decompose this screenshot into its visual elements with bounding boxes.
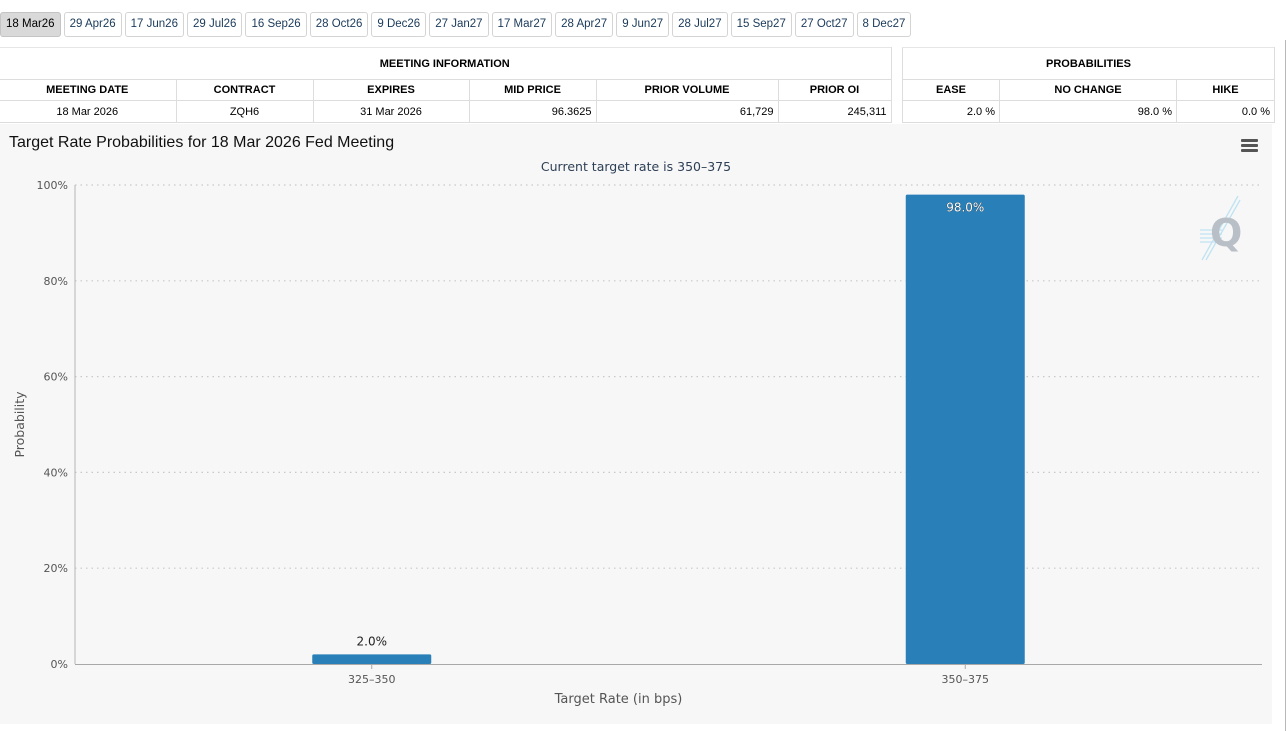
table-row: 2.0 % 98.0 % 0.0 %: [902, 100, 1276, 123]
ease-value: 2.0 %: [902, 100, 1000, 123]
tab-8-dec27[interactable]: 8 Dec27: [856, 12, 912, 37]
hamburger-menu-icon[interactable]: [1241, 139, 1258, 153]
x-tick-label: 350–375: [942, 673, 990, 686]
expires-value: 31 Mar 2026: [312, 100, 470, 123]
meeting-date-header: MEETING DATE: [0, 79, 177, 101]
y-tick-label: 80%: [44, 275, 68, 288]
svg-text:Q: Q: [1210, 211, 1242, 255]
target-rate-chart: 0% 20% 40% 60% 80% 100% 325–350 2.0% 350–375 98.0…: [0, 124, 1272, 724]
meeting-information-header: MEETING INFORMATION: [0, 47, 892, 80]
tab-9-jun27[interactable]: 9 Jun27: [616, 12, 670, 37]
probabilities-table: PROBABILITIES EASE NO CHANGE HIKE 2.0 % …: [901, 47, 1276, 123]
bar: [905, 194, 1025, 664]
tab-9-dec26[interactable]: 9 Dec26: [371, 12, 427, 37]
meeting-date-tabs: 18 Mar26 29 Apr26 17 Jun26 29 Jul26 16 Sep26…: [0, 12, 914, 37]
probabilities-header: PROBABILITIES: [901, 47, 1276, 80]
y-tick-label: 60%: [44, 371, 68, 384]
tab-18-mar26[interactable]: 18 Mar26: [0, 12, 61, 37]
hike-value: 0.0 %: [1175, 100, 1276, 123]
prior-oi-header: PRIOR OI: [777, 79, 892, 101]
y-tick-label: 100%: [37, 179, 68, 192]
mid-price-value: 96.3625: [468, 100, 597, 123]
mid-price-header: MID PRICE: [468, 79, 597, 101]
y-tick-label: 0%: [51, 658, 68, 671]
data-label: 98.0%: [946, 201, 984, 215]
y-tick-label: 20%: [44, 562, 68, 575]
container-border: [1285, 40, 1286, 731]
table-row: 18 Mar 2026 ZQH6 31 Mar 2026 96.3625 61,…: [0, 100, 892, 123]
meeting-information-table: MEETING INFORMATION MEETING DATE CONTRAC…: [0, 47, 892, 123]
chart-subtitle: Current target rate is 350–375: [540, 159, 732, 174]
tab-15-sep27[interactable]: 15 Sep27: [730, 12, 792, 37]
expires-header: EXPIRES: [312, 79, 470, 101]
y-tick-label: 40%: [44, 466, 68, 479]
prior-volume-value: 61,729: [595, 100, 779, 123]
chart-title: Target Rate Probabilities for 18 Mar 202…: [9, 134, 395, 151]
tab-28-oct26[interactable]: 28 Oct26: [309, 12, 369, 37]
x-axis-title: Target Rate (in bps): [554, 692, 683, 707]
prior-volume-header: PRIOR VOLUME: [595, 79, 779, 101]
tab-16-sep26[interactable]: 16 Sep26: [245, 12, 307, 37]
bar: [312, 654, 432, 664]
q-logo-icon: Q: [1200, 195, 1242, 261]
no-change-header: NO CHANGE: [999, 79, 1177, 101]
ease-header: EASE: [902, 79, 1000, 101]
tab-28-apr27[interactable]: 28 Apr27: [555, 12, 614, 37]
tab-17-jun26[interactable]: 17 Jun26: [124, 12, 184, 37]
tab-27-jan27[interactable]: 27 Jan27: [429, 12, 489, 37]
y-axis-title: Probability: [12, 391, 27, 458]
data-label: 2.0%: [357, 634, 388, 648]
contract-header: CONTRACT: [175, 79, 314, 101]
x-tick-label: 325–350: [348, 673, 396, 686]
tab-29-apr26[interactable]: 29 Apr26: [63, 12, 122, 37]
chart-canvas: 0% 20% 40% 60% 80% 100% 325–350 2.0% 350–375 98.0…: [12, 179, 1262, 707]
tab-17-mar27[interactable]: 17 Mar27: [491, 12, 553, 37]
no-change-value: 98.0 %: [999, 100, 1177, 123]
contract-value: ZQH6: [175, 100, 314, 123]
prior-oi-value: 245,311: [777, 100, 892, 123]
tab-27-oct27[interactable]: 27 Oct27: [794, 12, 854, 37]
tab-29-jul26[interactable]: 29 Jul26: [186, 12, 243, 37]
hike-header: HIKE: [1175, 79, 1276, 101]
meeting-date-value: 18 Mar 2026: [0, 100, 177, 123]
tab-28-jul27[interactable]: 28 Jul27: [672, 12, 728, 37]
